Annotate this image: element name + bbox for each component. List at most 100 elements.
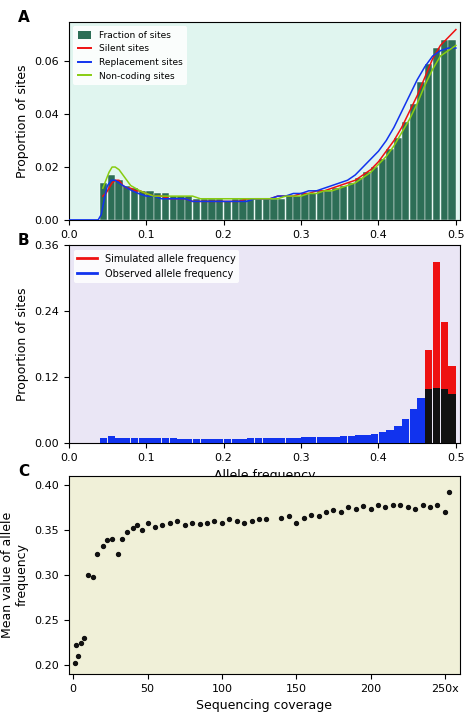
Bar xyxy=(309,438,316,443)
Point xyxy=(263,513,270,525)
Point xyxy=(337,506,345,518)
Point xyxy=(93,549,101,560)
Bar xyxy=(263,199,270,220)
Bar xyxy=(131,438,138,443)
Bar xyxy=(402,419,409,443)
Bar xyxy=(425,389,432,443)
Bar xyxy=(247,438,255,443)
Bar xyxy=(425,350,432,443)
Bar xyxy=(371,167,378,220)
Bar xyxy=(317,438,324,443)
Bar xyxy=(185,439,192,443)
Bar xyxy=(410,410,417,443)
Bar xyxy=(301,438,309,443)
X-axis label: Allele frequency: Allele frequency xyxy=(213,245,315,258)
Point xyxy=(248,515,255,526)
Point xyxy=(144,517,151,528)
Point xyxy=(233,515,240,526)
Point xyxy=(404,502,411,513)
Point xyxy=(397,499,404,510)
Bar xyxy=(441,322,448,443)
Bar xyxy=(363,435,371,443)
Point xyxy=(77,637,84,648)
Bar xyxy=(231,199,239,220)
Bar xyxy=(193,199,200,220)
Bar xyxy=(131,188,138,220)
Bar xyxy=(348,183,355,220)
Bar xyxy=(162,438,169,443)
Bar xyxy=(201,439,208,443)
Bar xyxy=(138,191,146,220)
Point xyxy=(411,503,419,515)
Point xyxy=(114,549,122,560)
Point xyxy=(89,571,96,583)
Bar xyxy=(363,172,371,220)
Bar xyxy=(309,193,316,220)
Bar xyxy=(170,438,177,443)
Bar xyxy=(108,175,115,220)
Bar xyxy=(448,394,456,443)
Bar xyxy=(433,389,440,443)
Point xyxy=(203,517,211,528)
Point xyxy=(255,513,263,525)
Point xyxy=(374,499,382,510)
Bar xyxy=(293,196,301,220)
Point xyxy=(446,486,453,497)
Bar xyxy=(340,436,347,443)
Bar xyxy=(386,430,394,443)
Point xyxy=(129,522,137,534)
Point xyxy=(123,526,130,538)
Point xyxy=(292,517,300,528)
Bar xyxy=(394,426,401,443)
Point xyxy=(389,499,397,510)
Bar xyxy=(278,438,285,443)
Point xyxy=(210,515,218,526)
Point xyxy=(382,500,389,512)
Bar xyxy=(356,435,363,443)
Bar xyxy=(301,193,309,220)
Bar xyxy=(433,389,440,443)
Point xyxy=(278,513,285,524)
Bar xyxy=(263,438,270,443)
Bar xyxy=(325,437,332,443)
Bar xyxy=(325,191,332,220)
Point xyxy=(352,503,359,515)
Bar xyxy=(348,435,355,443)
Bar xyxy=(317,191,324,220)
Bar xyxy=(286,196,293,220)
Point xyxy=(240,517,248,528)
Bar xyxy=(100,183,107,220)
Bar xyxy=(410,104,417,220)
Point xyxy=(151,521,159,533)
Point xyxy=(345,502,352,513)
Point xyxy=(367,503,374,515)
X-axis label: Sequencing coverage: Sequencing coverage xyxy=(196,699,332,712)
Bar xyxy=(216,439,223,443)
Bar xyxy=(293,438,301,443)
Bar xyxy=(162,193,169,220)
Bar xyxy=(224,201,231,220)
Bar xyxy=(177,439,185,443)
Point xyxy=(133,520,141,531)
Point xyxy=(118,533,126,545)
Bar xyxy=(425,64,432,220)
Bar xyxy=(208,439,216,443)
Bar xyxy=(448,366,456,443)
Bar xyxy=(115,180,123,220)
Bar xyxy=(201,199,208,220)
Bar xyxy=(270,438,278,443)
Y-axis label: Proportion of sites: Proportion of sites xyxy=(16,64,29,177)
Bar xyxy=(255,438,262,443)
Point xyxy=(359,500,367,511)
Point xyxy=(322,506,330,518)
Point xyxy=(441,506,449,518)
Bar xyxy=(247,199,255,220)
Text: C: C xyxy=(18,464,29,479)
Bar xyxy=(100,438,107,443)
Bar xyxy=(433,262,440,443)
Bar xyxy=(108,436,115,443)
Bar xyxy=(154,193,162,220)
Point xyxy=(80,632,87,644)
Point xyxy=(99,541,107,552)
Point xyxy=(138,524,146,536)
